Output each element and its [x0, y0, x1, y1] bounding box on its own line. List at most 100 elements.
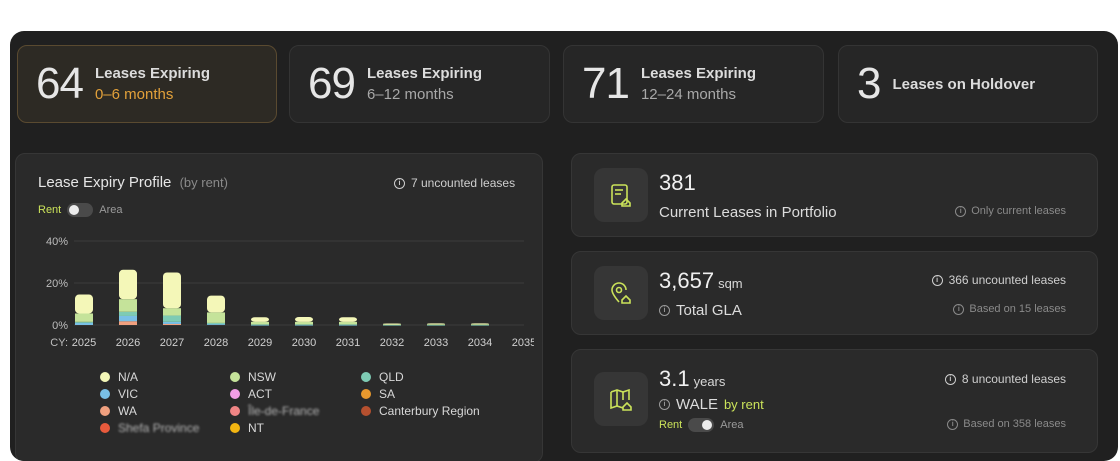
bar-segment-n-a — [471, 323, 489, 325]
kpi-holdover[interactable]: 3 Leases on Holdover — [838, 45, 1098, 123]
x-tick-label: 2025 — [72, 337, 96, 349]
gla-label: Total GLA — [676, 302, 742, 319]
bar-segment-nsw — [163, 308, 181, 316]
expiry-chart: 40% 20% 0% CY: 2025 2026 2027 2028 2029 2030 2031 2… — [46, 236, 534, 349]
legend-item: NT — [230, 420, 361, 435]
kpi-value: 69 — [308, 59, 356, 108]
wale-uncounted[interactable]: i 8 uncounted leases — [944, 372, 1066, 386]
x-tick-label: 2030 — [292, 337, 316, 349]
kpi-value: 3 — [857, 59, 882, 108]
current-leases-card: 381 Current Leases in Portfolio i Only c… — [571, 153, 1098, 237]
rent-area-toggle[interactable]: Rent Area — [38, 203, 123, 217]
kpi-expiring-6-12[interactable]: 69 Leases Expiring 6–12 months — [289, 45, 550, 123]
bar-segment-qld — [295, 324, 313, 326]
legend-item: SA — [361, 386, 501, 401]
legend-item: Île-de-France — [230, 403, 361, 418]
bar-segment-nsw — [119, 299, 137, 312]
bar-segment-qld — [75, 321, 93, 323]
bar-segment-nsw — [75, 313, 93, 322]
bar-segment-nsw — [295, 321, 313, 325]
kpi-value: 64 — [36, 59, 84, 108]
bar-segment-n-a — [251, 317, 269, 322]
toggle-label-area: Area — [720, 419, 744, 431]
toggle-knob — [702, 420, 713, 430]
y-tick-label: 20% — [46, 278, 68, 290]
legend-swatch — [230, 371, 240, 382]
legend-item: N/A — [100, 369, 230, 384]
wale-rent-area-toggle[interactable]: Rent Area — [659, 418, 764, 432]
legend-label: ACT — [248, 386, 272, 401]
info-icon: i — [947, 418, 959, 430]
bar-segment-qld — [207, 322, 225, 325]
info-icon: i — [955, 205, 967, 217]
bar-segment-qld — [339, 324, 357, 326]
info-icon: i — [931, 274, 943, 286]
bar-segment-n-a — [163, 272, 181, 309]
kpi-expiring-0-6[interactable]: 64 Leases Expiring 0–6 months — [17, 45, 277, 123]
bar-segment-qld — [383, 324, 401, 326]
legend-swatch — [100, 388, 110, 399]
gla-value: 3,657 sqm — [659, 268, 743, 294]
x-tick-label: 2034 — [468, 337, 492, 349]
bar-segment-nsw — [207, 312, 225, 323]
legend-swatch — [230, 422, 240, 433]
bar-segment-n-a — [339, 317, 357, 322]
bar-segment-n-a — [383, 323, 401, 325]
toggle-label-area: Area — [99, 204, 123, 216]
kpi-title: Leases Expiring — [640, 65, 757, 82]
x-tick-label: 2028 — [204, 337, 228, 349]
legend-item: Canterbury Region — [361, 403, 501, 418]
legend-item: ACT — [230, 386, 361, 401]
gla-note: i Based on 15 leases — [953, 303, 1066, 315]
dashboard-frame: 64 Leases Expiring 0–6 months 69 Leases … — [10, 31, 1118, 461]
legend-label: NSW — [248, 369, 276, 384]
leases-note: i Only current leases — [955, 205, 1066, 217]
bar-segment-nsw — [251, 321, 269, 325]
bar-segment-n-a — [75, 294, 93, 314]
chart-legend: N/A NSW QLD VIC ACT SA WA Île-de-France Canterbu… — [100, 369, 501, 435]
bar-segment-vic — [119, 315, 137, 322]
toggle-switch[interactable] — [688, 418, 715, 432]
kpi-expiring-12-24[interactable]: 71 Leases Expiring 12–24 months — [563, 45, 824, 123]
bar-segment-vic — [207, 324, 225, 325]
bar-segment-wa — [163, 323, 181, 325]
lease-expiry-panel: Lease Expiry Profile (by rent) i 7 uncou… — [15, 153, 543, 461]
gla-card: 3,657 sqm i Total GLA i 366 uncounted lea… — [571, 251, 1098, 335]
bar-segment-nsw — [471, 324, 489, 325]
x-tick-label: 2031 — [336, 337, 360, 349]
gla-unit: sqm — [718, 276, 743, 291]
info-icon: i — [659, 305, 670, 316]
legend-swatch — [100, 405, 110, 416]
legend-swatch — [361, 388, 371, 399]
wale-number: 3.1 — [659, 366, 690, 391]
legend-item: WA — [100, 403, 230, 418]
bar-segment-n-a — [207, 295, 225, 313]
legend-item: Shefa Province — [100, 420, 230, 435]
legend-label: Shefa Province — [118, 420, 200, 435]
location-home-icon — [594, 266, 648, 320]
leases-note-text: Only current leases — [971, 205, 1066, 217]
legend-label: Île-de-France — [248, 403, 320, 418]
x-axis-prefix: CY: — [50, 337, 68, 349]
legend-label: WA — [118, 403, 137, 418]
wale-card: 3.1 years i WALE by rent Rent Area i 8 un… — [571, 349, 1098, 453]
bar-segment-vic — [75, 322, 93, 325]
uncounted-note[interactable]: i 7 uncounted leases — [394, 176, 515, 190]
toggle-label-rent: Rent — [659, 419, 683, 431]
map-home-icon — [594, 372, 648, 426]
bar-segment-wa — [119, 321, 137, 325]
y-tick-label: 40% — [46, 236, 68, 248]
legend-label: N/A — [118, 369, 139, 384]
x-tick-label: 2035 — [512, 337, 534, 349]
chart-title-text: Lease Expiry Profile — [38, 174, 172, 191]
bar-segment-n-a — [295, 317, 313, 322]
legend-label: Canterbury Region — [379, 403, 480, 418]
wale-label-suffix: by rent — [723, 397, 764, 412]
gla-uncounted[interactable]: i 366 uncounted leases — [931, 273, 1066, 287]
toggle-switch[interactable] — [67, 203, 94, 217]
lease-doc-icon — [594, 168, 648, 222]
wale-note: i Based on 358 leases — [947, 418, 1066, 430]
info-icon: i — [659, 399, 670, 410]
wale-value: 3.1 years — [659, 366, 764, 392]
wale-note-text: Based on 358 leases — [963, 418, 1066, 430]
